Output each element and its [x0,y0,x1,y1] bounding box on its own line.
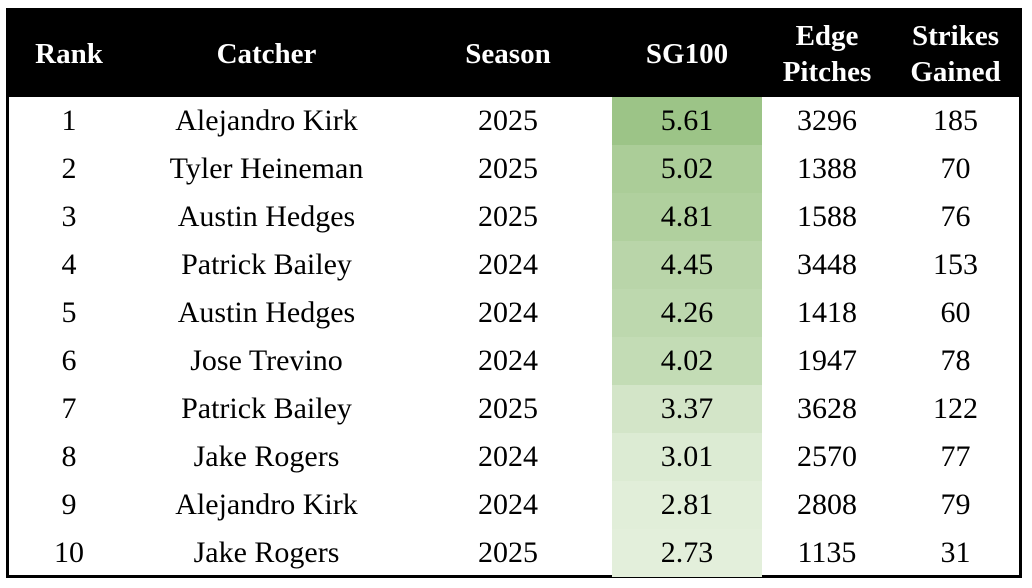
season-cell: 2024 [478,344,538,377]
sg100-cell: 2.81 [612,481,762,529]
edge-pitches-cell: 1135 [797,536,857,569]
edge-pitches-cell: 3448 [797,248,857,281]
season-cell: 2024 [478,248,538,281]
season-cell: 2025 [478,200,538,233]
edge-pitches-cell: 2570 [797,440,857,473]
season-cell: 2025 [478,392,538,425]
column-header-line: Gained [910,56,1001,88]
catcher-cell: Patrick Bailey [181,392,352,425]
sg100-cell: 4.81 [612,193,762,241]
header-row: Rank Catcher Season SG100 Edge Pitches Strikes… [9,11,1019,97]
column-header-line: Season [465,38,551,70]
catcher-cell: Alejandro Kirk [175,488,358,521]
table-row: 1 Alejandro Kirk 2025 5.61 3296 185 [9,97,1019,145]
season-cell: 2025 [478,104,538,137]
table-row: 9 Alejandro Kirk 2024 2.81 2808 79 [9,481,1019,529]
edge-pitches-cell: 1947 [797,344,857,377]
table-row: 2 Tyler Heineman 2025 5.02 1388 70 [9,145,1019,193]
edge-pitches-cell: 1388 [797,152,857,185]
catcher-cell: Patrick Bailey [181,248,352,281]
rank-cell: 7 [61,392,77,425]
rank-cell: 4 [61,248,77,281]
rank-cell: 5 [61,296,77,329]
rank-cell: 3 [61,200,77,233]
catcher-cell: Austin Hedges [177,296,356,329]
strikes-gained-cell: 122 [933,392,978,425]
table-row: 3 Austin Hedges 2025 4.81 1588 76 [9,193,1019,241]
season-cell: 2024 [478,296,538,329]
season-cell: 2025 [478,536,538,569]
table-row: 8 Jake Rogers 2024 3.01 2570 77 [9,433,1019,481]
catcher-cell: Jake Rogers [193,440,340,473]
column-header-season: Season [404,11,612,97]
edge-pitches-cell: 3628 [797,392,857,425]
table-body: 1 Alejandro Kirk 2025 5.61 3296 185 2 Tyler Hei… [9,97,1019,577]
table-row: 5 Austin Hedges 2024 4.26 1418 60 [9,289,1019,337]
sg100-cell: 5.61 [612,97,762,145]
rank-cell: 10 [54,536,84,569]
sg100-cell: 3.37 [612,385,762,433]
catcher-cell: Tyler Heineman [169,152,364,185]
table-row: 10 Jake Rogers 2025 2.73 1135 31 [9,529,1019,577]
season-cell: 2024 [478,488,538,521]
strikes-gained-cell: 31 [940,536,971,569]
catcher-cell: Jake Rogers [193,536,340,569]
table-row: 7 Patrick Bailey 2025 3.37 3628 122 [9,385,1019,433]
rank-cell: 6 [61,344,77,377]
column-header-line: SG100 [645,38,729,70]
strikes-gained-cell: 77 [940,440,971,473]
table-header: Rank Catcher Season SG100 Edge Pitches Strikes… [9,11,1019,97]
column-header-line: Pitches [782,56,872,88]
season-cell: 2025 [478,152,538,185]
catcher-cell: Alejandro Kirk [175,104,358,137]
table-row: 4 Patrick Bailey 2024 4.45 3448 153 [9,241,1019,289]
rank-cell: 2 [61,152,77,185]
catcher-ranking-table: Rank Catcher Season SG100 Edge Pitches Strikes… [9,11,1019,577]
sg100-cell: 3.01 [612,433,762,481]
sg100-cell: 4.02 [612,337,762,385]
column-header-rank: Rank [9,11,129,97]
catcher-cell: Jose Trevino [190,344,343,377]
catcher-cell: Austin Hedges [177,200,356,233]
sg100-cell: 5.02 [612,145,762,193]
strikes-gained-cell: 60 [940,296,971,329]
strikes-gained-cell: 76 [940,200,971,233]
rank-cell: 1 [61,104,77,137]
sg100-cell: 4.45 [612,241,762,289]
column-header-line: Strikes [912,20,999,52]
table-row: 6 Jose Trevino 2024 4.02 1947 78 [9,337,1019,385]
column-header-line: Catcher [216,38,317,70]
edge-pitches-cell: 2808 [797,488,857,521]
column-header-sg100: SG100 [612,11,762,97]
column-header-line: Rank [35,38,103,70]
edge-pitches-cell: 1588 [797,200,857,233]
rank-cell: 8 [61,440,77,473]
strikes-gained-cell: 153 [933,248,978,281]
edge-pitches-cell: 3296 [797,104,857,137]
season-cell: 2024 [478,440,538,473]
column-header-line: Edge [795,20,859,52]
strikes-gained-cell: 79 [940,488,971,521]
column-header-catcher: Catcher [129,11,404,97]
sg100-cell: 2.73 [612,529,762,577]
strikes-gained-cell: 78 [940,344,971,377]
rank-cell: 9 [61,488,77,521]
column-header-strikes-gained: Strikes Gained [892,11,1019,97]
column-header-edge-pitches: Edge Pitches [762,11,892,97]
edge-pitches-cell: 1418 [797,296,857,329]
sg100-cell: 4.26 [612,289,762,337]
strikes-gained-cell: 70 [940,152,971,185]
strikes-gained-cell: 185 [933,104,978,137]
catcher-table-frame: Rank Catcher Season SG100 Edge Pitches Strikes… [6,8,1022,578]
